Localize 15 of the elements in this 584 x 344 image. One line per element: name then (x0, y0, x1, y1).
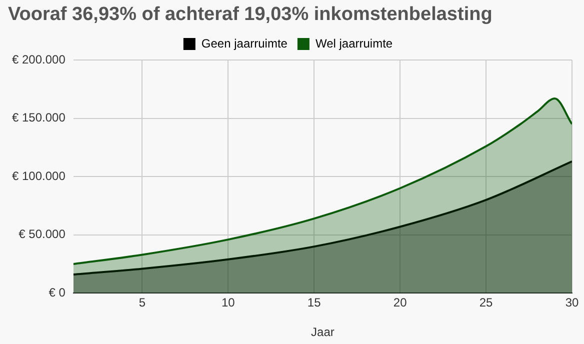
x-tick-label: 30 (565, 296, 579, 310)
y-tick-label: € 200.000 (12, 52, 66, 66)
x-tick-label: 15 (307, 296, 322, 310)
y-tick-label: € 100.000 (12, 168, 66, 183)
y-tick-label: € 150.000 (12, 110, 66, 125)
legend-label: Wel jaarruimte (315, 36, 393, 50)
y-tick-label: € 0 (48, 286, 66, 300)
y-tick-label: € 50.000 (18, 227, 66, 242)
x-tick-label: 5 (138, 296, 146, 310)
x-axis-title: Jaar (311, 325, 334, 340)
x-tick-label: 10 (221, 296, 236, 310)
chart-title: Vooraf 36,93% of achteraf 19,03% inkomstenbelasting (8, 4, 492, 26)
x-tick-label: 25 (479, 296, 494, 310)
legend-label: Geen jaarruimte (201, 36, 288, 50)
x-tick-label: 20 (393, 296, 408, 310)
